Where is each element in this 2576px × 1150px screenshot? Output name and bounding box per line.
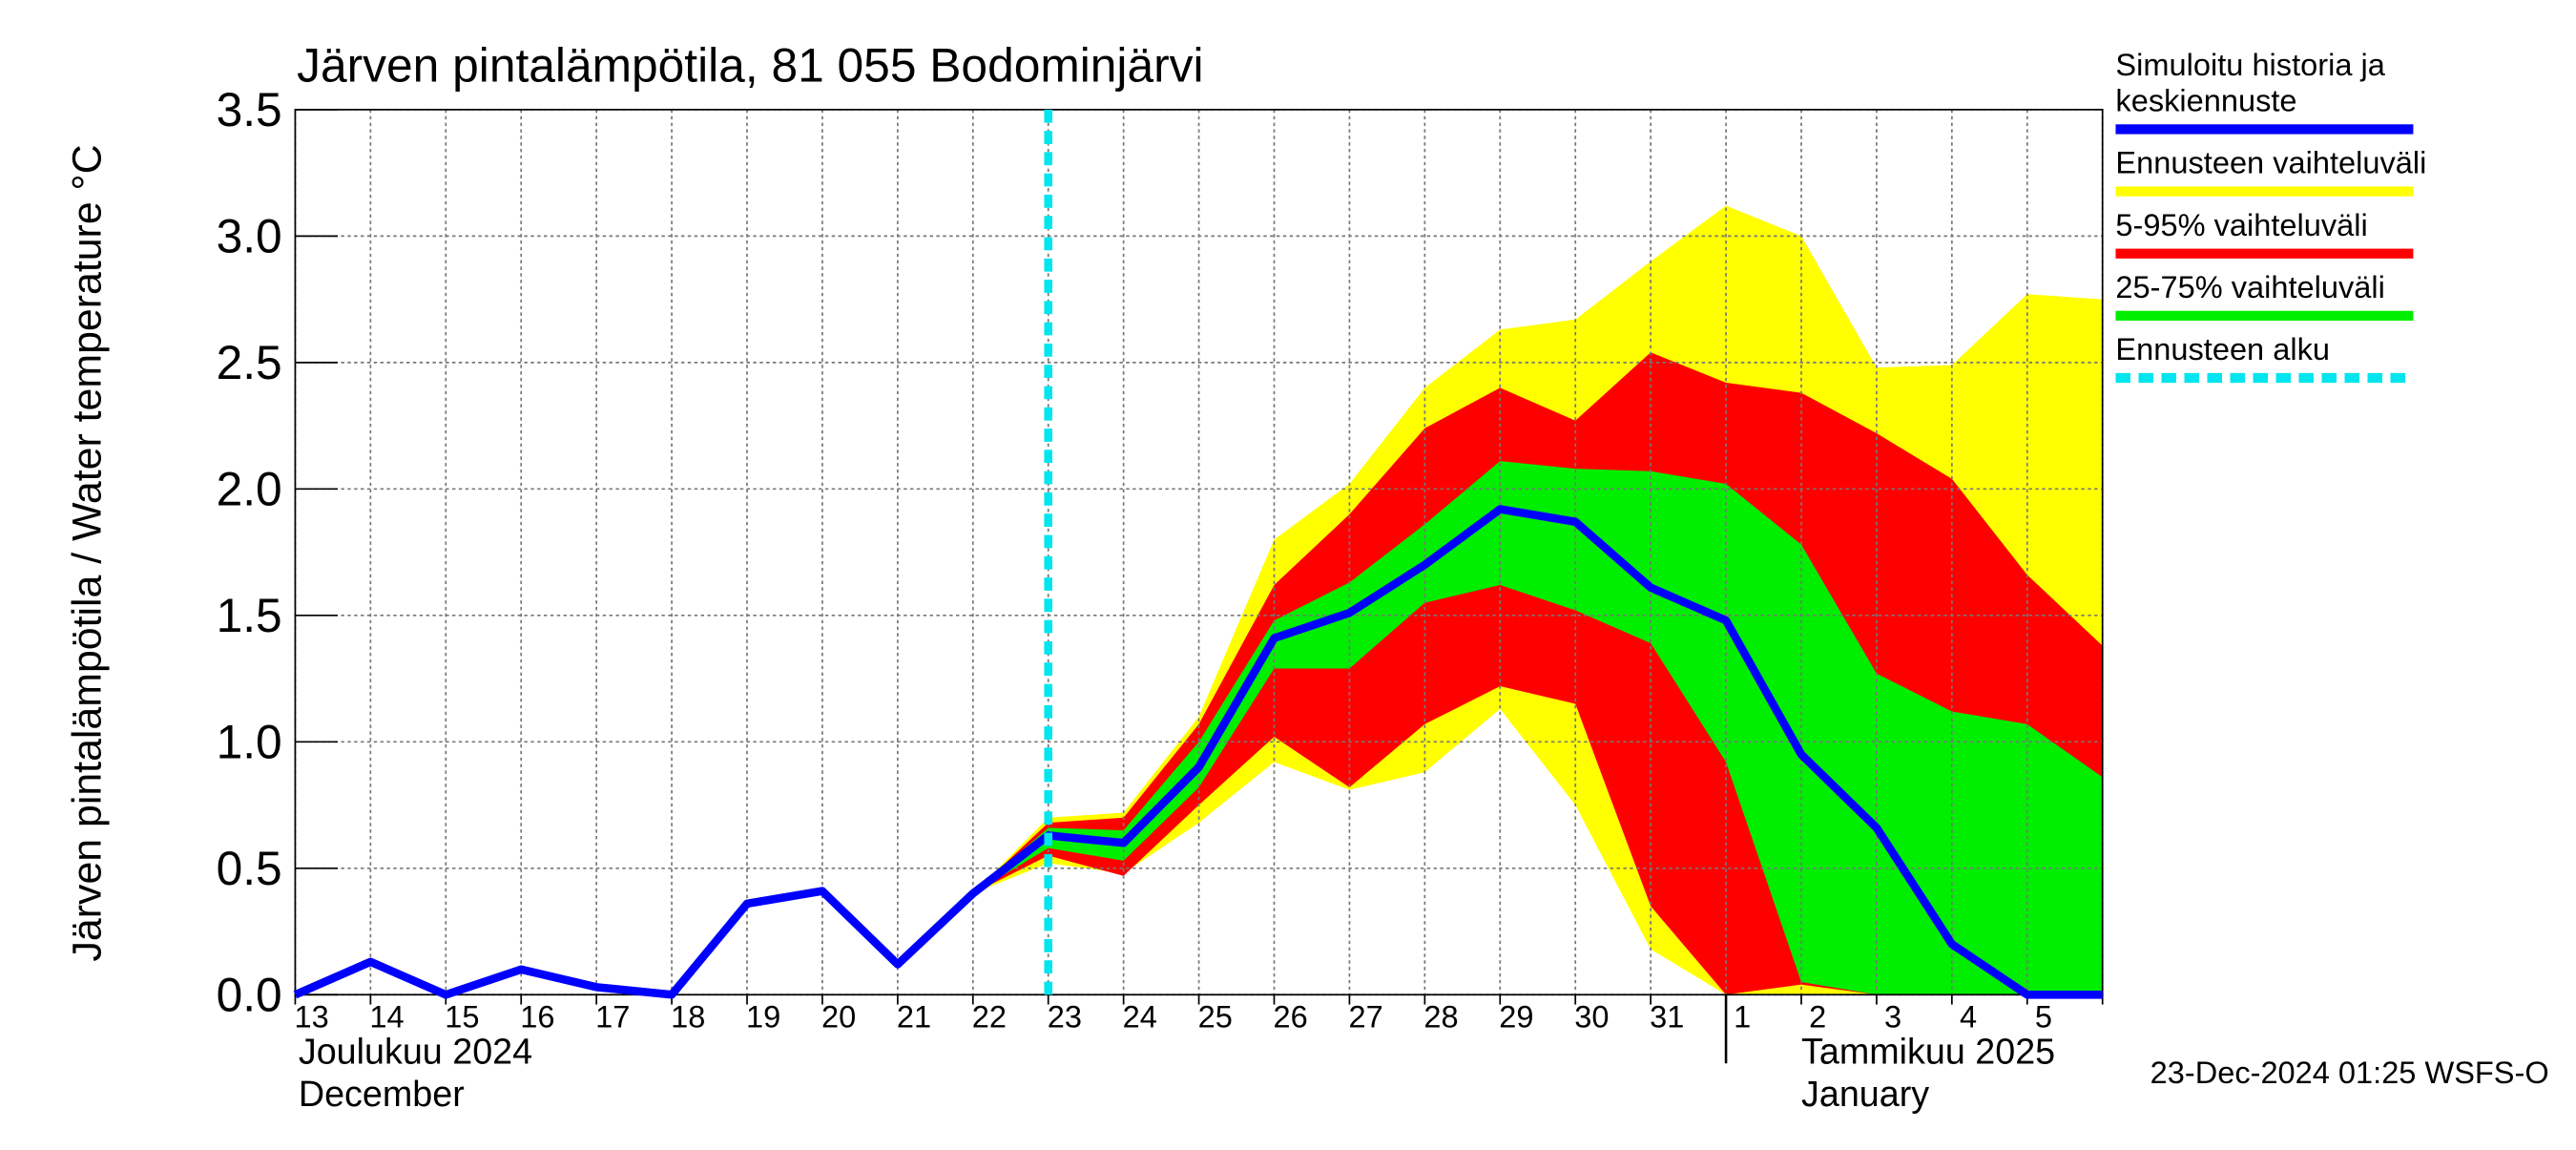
timestamp: 23-Dec-2024 01:25 WSFS-O <box>2150 1056 2549 1090</box>
legend-item: Ennusteen vaihteluväli <box>2115 147 2442 197</box>
legend-label: 5-95% vaihteluväli <box>2115 209 2368 244</box>
month-label-en: January <box>1801 1074 1929 1114</box>
x-tick-label: 30 <box>1574 1000 1609 1035</box>
legend-box: Simuloitu historia ja keskiennuste Ennust… <box>2115 49 2442 384</box>
y-tick-label: 3.5 <box>217 83 282 136</box>
band-area <box>972 461 2103 995</box>
x-tick-label: 29 <box>1499 1000 1533 1035</box>
x-tick-label: 27 <box>1348 1000 1382 1035</box>
month-label: Tammikuu 2025 <box>1801 1031 2055 1071</box>
series-line <box>293 505 2103 999</box>
x-tick-label: 19 <box>746 1000 780 1035</box>
legend-label: Simuloitu historia ja keskiennuste <box>2115 49 2385 120</box>
x-tick-label: 26 <box>1274 1000 1308 1035</box>
legend: Simuloitu historia ja keskiennuste Ennust… <box>2115 49 2442 384</box>
x-tick-label: 16 <box>520 1000 554 1035</box>
x-tick-label: 20 <box>821 1000 856 1035</box>
x-tick-label: 18 <box>671 1000 705 1035</box>
x-tick-label: 1 <box>1734 1000 1751 1035</box>
legend-item: 25-75% vaihteluväli <box>2115 272 2442 321</box>
x-tick-label: 17 <box>595 1000 630 1035</box>
legend-label: Ennusteen alku <box>2115 333 2330 368</box>
x-tick-label: 15 <box>445 1000 479 1035</box>
legend-swatch <box>2115 372 2414 384</box>
legend-label: 25-75% vaihteluväli <box>2115 271 2385 306</box>
legend-swatch <box>2115 124 2414 135</box>
x-tick-label: 25 <box>1198 1000 1233 1035</box>
legend-swatch <box>2115 186 2414 197</box>
legend-swatch <box>2115 310 2414 321</box>
y-tick-label: 1.5 <box>217 589 282 642</box>
x-tick-label: 13 <box>294 1000 328 1035</box>
x-tick-label: 5 <box>2035 1000 2052 1035</box>
x-tick-label: 21 <box>897 1000 931 1035</box>
month-label-en: December <box>299 1074 465 1114</box>
x-tick-label: 31 <box>1650 1000 1684 1035</box>
legend-item: Simuloitu historia ja keskiennuste <box>2115 49 2442 135</box>
x-tick-label: 22 <box>972 1000 1007 1035</box>
x-tick-label: 3 <box>1884 1000 1901 1035</box>
x-tick-label: 4 <box>1960 1000 1977 1035</box>
y-tick-label: 2.0 <box>217 462 282 515</box>
y-tick-label: 2.5 <box>217 336 282 389</box>
chart-title: Järven pintalämpötila, 81 055 Bodominjär… <box>297 39 1203 93</box>
legend-swatch <box>2115 248 2414 259</box>
y-tick-label: 3.0 <box>217 209 282 262</box>
y-tick-label: 0.0 <box>217 968 282 1021</box>
x-tick-label: 2 <box>1809 1000 1826 1035</box>
plot-frame <box>294 109 2104 996</box>
y-tick-label: 1.0 <box>217 715 282 768</box>
legend-label: Ennusteen vaihteluväli <box>2115 147 2427 182</box>
x-tick-label: 14 <box>369 1000 404 1035</box>
x-tick-label: 23 <box>1048 1000 1082 1035</box>
y-tick-label: 0.5 <box>217 842 282 895</box>
legend-item: Ennusteen alku <box>2115 333 2442 384</box>
x-tick-label: 28 <box>1423 1000 1458 1035</box>
month-label: Joulukuu 2024 <box>299 1031 532 1071</box>
legend-item: 5-95% vaihteluväli <box>2115 209 2442 259</box>
x-tick-label: 24 <box>1123 1000 1157 1035</box>
y-axis-label: Järven pintalämpötila / Water temperatur… <box>64 144 110 961</box>
